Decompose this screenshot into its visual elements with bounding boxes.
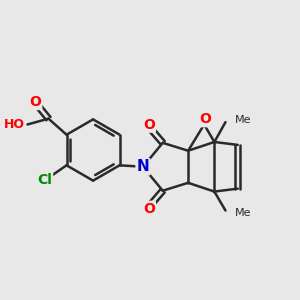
Text: Me: Me — [235, 115, 251, 125]
Text: HO: HO — [4, 118, 25, 131]
Text: Cl: Cl — [37, 173, 52, 187]
Text: O: O — [200, 112, 212, 126]
Text: N: N — [136, 159, 149, 174]
Text: O: O — [143, 118, 155, 132]
Text: O: O — [29, 95, 41, 109]
Text: Me: Me — [235, 208, 251, 218]
Text: O: O — [143, 202, 155, 216]
